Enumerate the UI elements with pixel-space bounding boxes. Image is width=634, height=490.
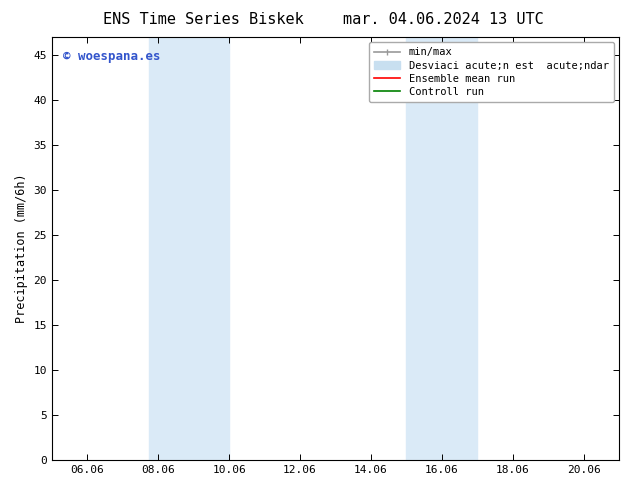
Text: © woespana.es: © woespana.es <box>63 50 161 63</box>
Bar <box>406 37 477 460</box>
Text: ENS Time Series Biskek: ENS Time Series Biskek <box>103 12 303 27</box>
Bar <box>150 37 229 460</box>
Text: mar. 04.06.2024 13 UTC: mar. 04.06.2024 13 UTC <box>344 12 544 27</box>
Legend: min/max, Desviaci acute;n est  acute;ndar, Ensemble mean run, Controll run: min/max, Desviaci acute;n est acute;ndar… <box>369 42 614 102</box>
Y-axis label: Precipitation (mm/6h): Precipitation (mm/6h) <box>15 174 28 323</box>
